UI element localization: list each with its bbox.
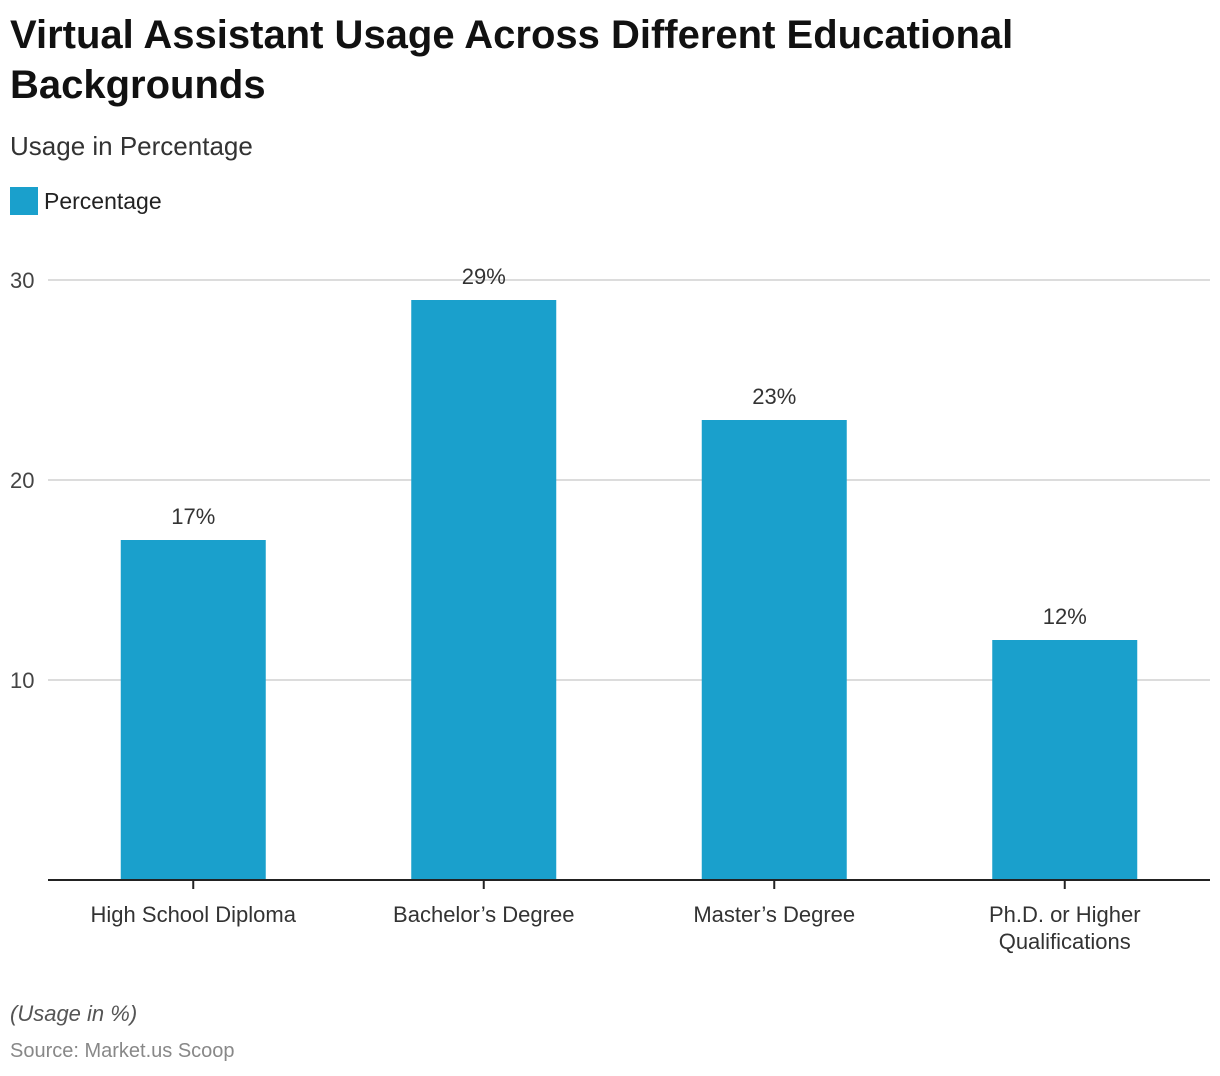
legend-swatch [10, 187, 38, 215]
y-tick-label: 30 [10, 268, 34, 293]
x-tick-label-line: Master’s Degree [693, 902, 855, 927]
x-axis: High School Diploma Bachelor’s Degree Mast… [48, 879, 1210, 954]
chart-subtitle: Usage in Percentage [10, 131, 253, 161]
bar [411, 300, 557, 880]
bars [120, 300, 1138, 880]
source-note: Source: Market.us Scoop [10, 1040, 235, 1062]
x-tick-label-line: Ph.D. or Higher [989, 902, 1141, 927]
x-tick-label: Master’s Degree [693, 902, 855, 927]
legend-label: Percentage [44, 187, 162, 214]
bar-chart: 10 20 30 17% 29% 23% 12% High School Diploma B… [10, 264, 1210, 954]
data-label: 12% [1043, 604, 1087, 629]
data-labels: 17% 29% 23% 12% [171, 264, 1087, 629]
x-tick-label: Bachelor’s Degree [393, 902, 574, 927]
data-label: 23% [752, 384, 796, 409]
y-tick-label: 20 [10, 468, 34, 493]
x-tick-label-line: High School Diploma [91, 902, 297, 927]
chart-title: Virtual Assistant Usage Across Different… [10, 13, 1014, 107]
legend: Percentage [10, 186, 162, 216]
x-tick-label: High School Diploma [91, 902, 297, 927]
y-axis-ticks: 10 20 30 [10, 268, 34, 693]
bar [120, 540, 266, 880]
x-tick-label-line: Bachelor’s Degree [393, 902, 574, 927]
bar [701, 420, 847, 880]
y-tick-label: 10 [10, 668, 34, 693]
data-label: 29% [462, 264, 506, 289]
x-tick-label: Ph.D. or Higher Qualifications [989, 902, 1141, 954]
bar [992, 640, 1138, 880]
data-label: 17% [171, 504, 215, 529]
x-tick-label-line: Qualifications [999, 929, 1131, 954]
footnote: (Usage in %) [10, 1001, 138, 1026]
